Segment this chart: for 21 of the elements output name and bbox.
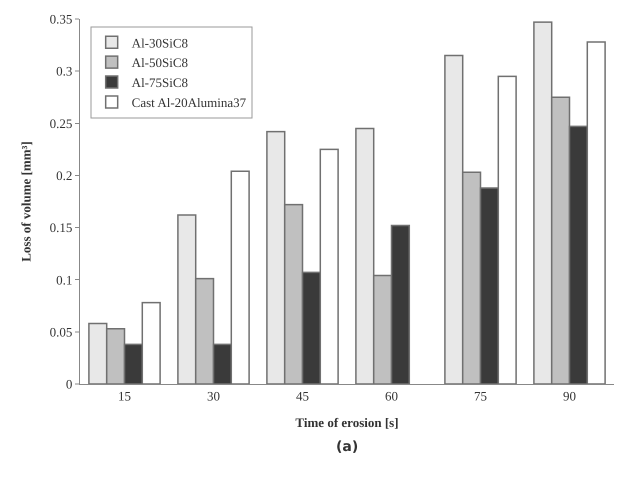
text: (a) <box>336 439 358 455</box>
y-axis-title: Loss of volume [mm³] <box>18 141 34 262</box>
y-tick-label: 0.05 <box>50 324 72 340</box>
x-tick-label: 45 <box>296 388 309 404</box>
x-tick-label: 90 <box>563 388 576 404</box>
y-tick-label: 0.15 <box>50 220 72 236</box>
x-tick-label: 30 <box>207 388 220 404</box>
y-tick-label: 0.25 <box>50 116 72 131</box>
y-tick-label: 0.1 <box>56 272 72 288</box>
x-axis-title: Time of erosion [s] <box>295 415 399 430</box>
y-tick-label: 0.35 <box>50 12 72 27</box>
x-tick-label: 15 <box>118 388 131 404</box>
y-tick-label: 0.2 <box>56 168 72 183</box>
y-tick-label: 0 <box>66 376 72 392</box>
legend-label: Al-30SiC8 <box>132 35 188 50</box>
y-tick-label: 0.3 <box>56 64 72 79</box>
legend-label: Al-50SiC8 <box>132 55 188 70</box>
x-tick-label: 75 <box>474 388 487 404</box>
legend-label: Cast Al-20Alumina37 <box>132 95 247 110</box>
legend-label: Al-75SiC8 <box>132 75 188 90</box>
x-tick-label: 60 <box>385 388 398 404</box>
